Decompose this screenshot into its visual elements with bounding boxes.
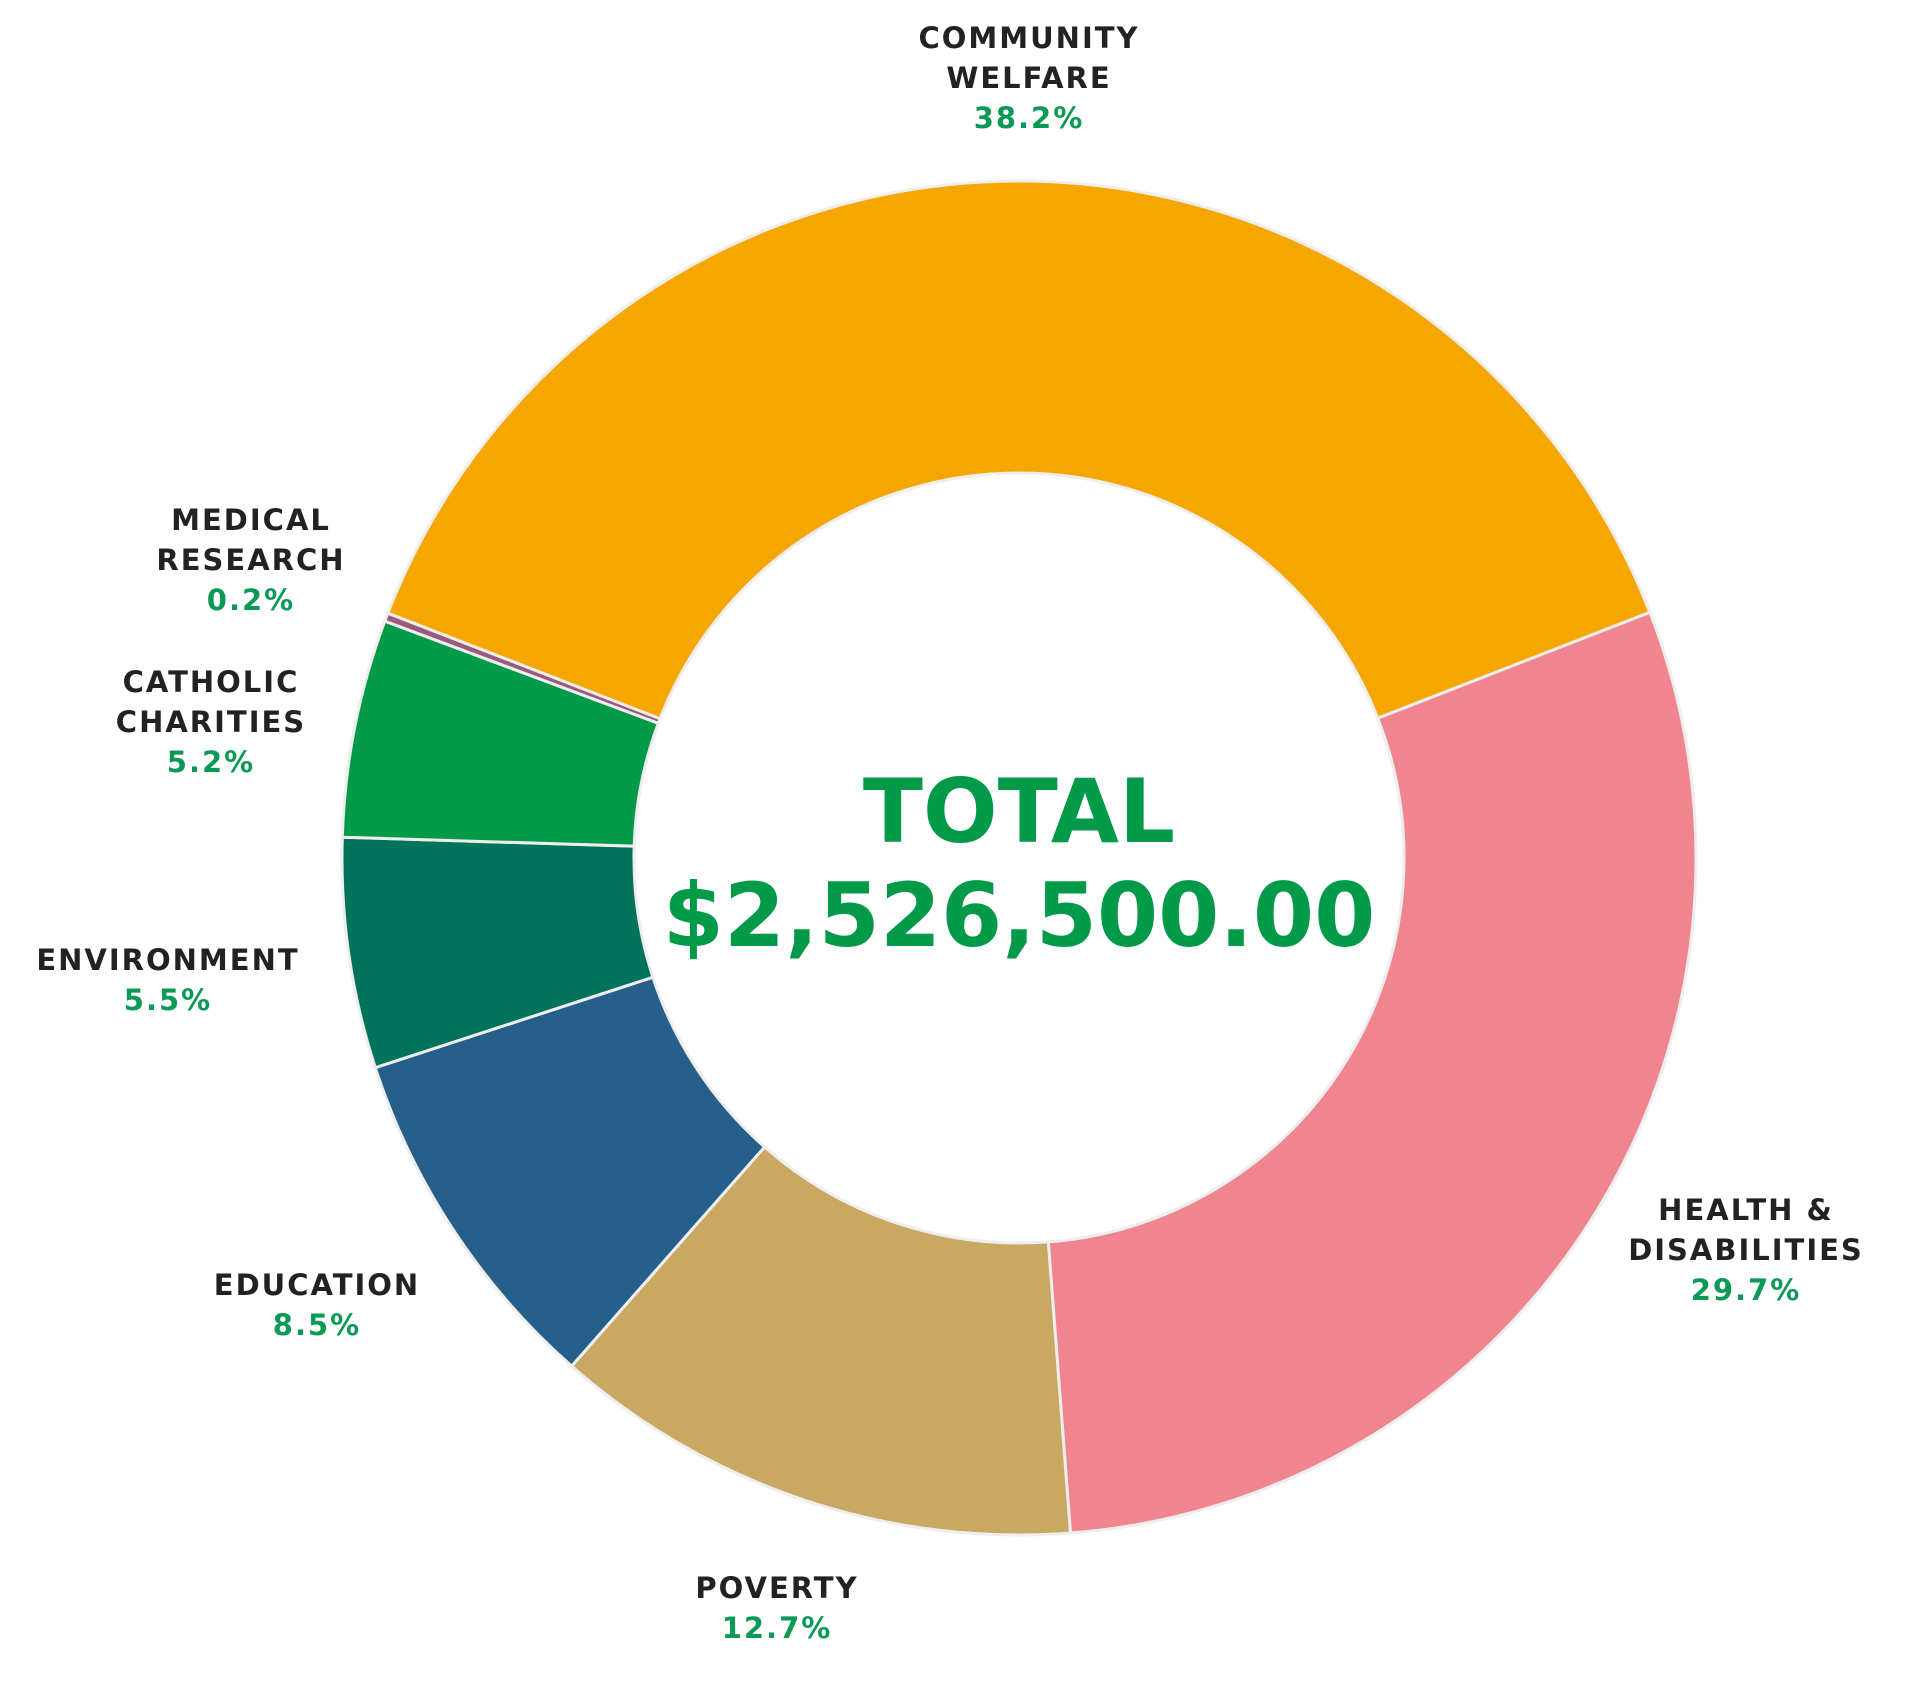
total-value: $2,526,500.00 — [662, 864, 1376, 967]
slice-label: CATHOLIC CHARITIES 5.2% — [71, 662, 351, 782]
slice-label: MEDICAL RESEARCH 0.2% — [111, 500, 391, 620]
category-label: ENVIRONMENT — [36, 943, 300, 977]
slice-label: EDUCATION 8.5% — [214, 1265, 420, 1345]
category-label: MEDICAL RESEARCH — [156, 503, 346, 577]
value-label: 0.2% — [206, 583, 296, 617]
slice-label: POVERTY 12.7% — [695, 1568, 858, 1648]
value-label: 38.2% — [973, 101, 1085, 135]
donut-slice — [385, 179, 1652, 721]
value-label: 12.7% — [721, 1611, 833, 1645]
donut-slice — [382, 611, 662, 726]
value-label: 5.5% — [123, 983, 213, 1017]
donut-slice — [569, 1144, 1073, 1537]
value-label: 8.5% — [272, 1308, 362, 1342]
slice-label: ENVIRONMENT 5.5% — [36, 940, 299, 1020]
donut-slice — [1046, 610, 1698, 1535]
slice-label: HEALTH & DISABILITIES 29.7% — [1606, 1190, 1886, 1310]
center-title: TOTAL — [862, 760, 1176, 863]
value-label: 29.7% — [1690, 1273, 1802, 1307]
center-total: TOTAL $2,526,500.00 — [663, 760, 1376, 968]
category-label: POVERTY — [695, 1571, 859, 1605]
category-label: COMMUNITY WELFARE — [918, 21, 1140, 95]
category-label: HEALTH & DISABILITIES — [1628, 1193, 1864, 1267]
slice-label: COMMUNITY WELFARE 38.2% — [889, 18, 1169, 138]
category-label: EDUCATION — [213, 1268, 421, 1302]
category-label: CATHOLIC CHARITIES — [115, 665, 307, 739]
value-label: 5.2% — [166, 745, 256, 779]
